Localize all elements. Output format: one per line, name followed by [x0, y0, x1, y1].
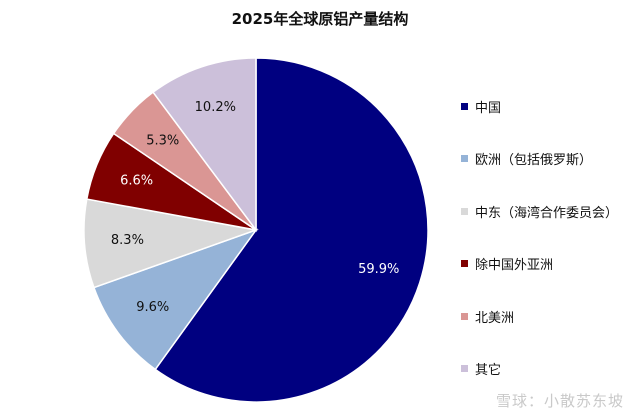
- pie-slice-china: [154, 57, 429, 403]
- pie-slice-middle-east: [83, 198, 259, 289]
- legend-swatch: [461, 312, 468, 320]
- chart-title: 2025年全球原铝产量结构: [231, 10, 409, 28]
- legend-label: 北美洲: [475, 310, 515, 326]
- legend-item-china: 中国: [461, 80, 618, 133]
- legend-swatch: [461, 155, 468, 163]
- legend-swatch: [461, 365, 468, 373]
- data-label-europe: 9.6%: [136, 300, 169, 315]
- watermark: 雪球：小散苏东坡: [495, 392, 624, 410]
- legend-item-north-america: 北美洲: [461, 290, 618, 343]
- data-label-asia-ex-china: 6.6%: [120, 174, 153, 189]
- legend: 中国 欧洲（包括俄罗斯） 中东（海湾合作委员会） 除中国外亚洲 北美洲 其它: [461, 80, 618, 395]
- legend-label: 欧洲（包括俄罗斯）: [475, 153, 593, 169]
- legend-label: 除中国外亚洲: [475, 258, 554, 274]
- legend-label: 中国: [475, 100, 502, 116]
- pie-slice-europe: [92, 228, 259, 371]
- data-label-north-america: 5.3%: [146, 133, 179, 148]
- legend-label: 其它: [475, 363, 502, 379]
- legend-swatch: [461, 207, 468, 215]
- legend-item-middle-east: 中东（海湾合作委员会）: [461, 185, 618, 238]
- legend-swatch: [461, 102, 468, 110]
- legend-item-asia-ex-china: 除中国外亚洲: [461, 238, 618, 291]
- data-label-middle-east: 8.3%: [111, 233, 144, 248]
- data-label-other: 10.2%: [195, 100, 236, 115]
- legend-item-europe: 欧洲（包括俄罗斯）: [461, 133, 618, 186]
- legend-item-other: 其它: [461, 343, 618, 396]
- data-label-china: 59.9%: [358, 262, 399, 277]
- legend-label: 中东（海湾合作委员会）: [475, 205, 619, 221]
- legend-swatch: [461, 260, 468, 268]
- pie-slice-other: [152, 57, 257, 233]
